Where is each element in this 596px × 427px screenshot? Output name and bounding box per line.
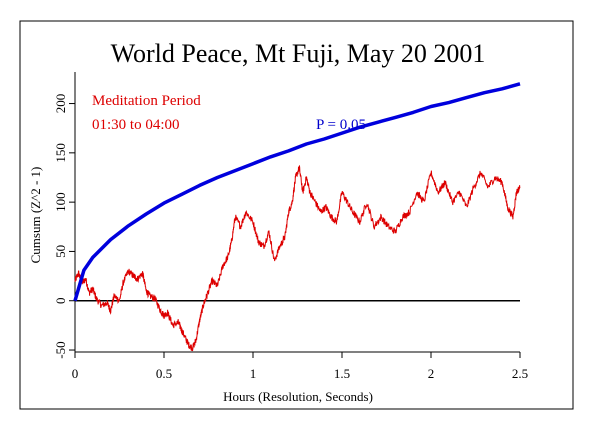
x-tick-label: 2 — [428, 366, 435, 381]
x-tick-label: 0.5 — [156, 366, 172, 381]
y-tick-label: -50 — [53, 341, 68, 358]
plot-axes: 0 0.5 1 1.5 2 2.5 -50 0 50 100 150 200 — [53, 72, 528, 381]
x-tick-label: 1 — [250, 366, 257, 381]
y-tick-label: 100 — [53, 192, 68, 212]
x-tick-label: 2.5 — [512, 366, 528, 381]
annotation-period-line2: 01:30 to 04:00 — [92, 117, 180, 133]
annotation-period-line1: Meditation Period — [92, 93, 201, 109]
x-axis-label: Hours (Resolution, Seconds) — [223, 389, 373, 404]
y-tick-label: 50 — [53, 245, 68, 258]
y-tick-label: 150 — [53, 143, 68, 163]
series-group — [73, 82, 521, 352]
series-line-p-envelope — [73, 82, 521, 302]
y-tick-label: 200 — [53, 94, 68, 114]
series-line-cumsum — [74, 164, 521, 352]
x-tick-label: 1.5 — [334, 366, 350, 381]
chart-title: World Peace, Mt Fuji, May 20 2001 — [111, 39, 486, 68]
annotation-probability: P = 0.05 — [316, 117, 366, 133]
x-tick-label: 0 — [72, 366, 79, 381]
y-tick-label: 0 — [53, 297, 68, 304]
y-axis-label: Cumsum (Z^2 - 1) — [28, 167, 43, 264]
chart-frame — [19, 20, 574, 410]
